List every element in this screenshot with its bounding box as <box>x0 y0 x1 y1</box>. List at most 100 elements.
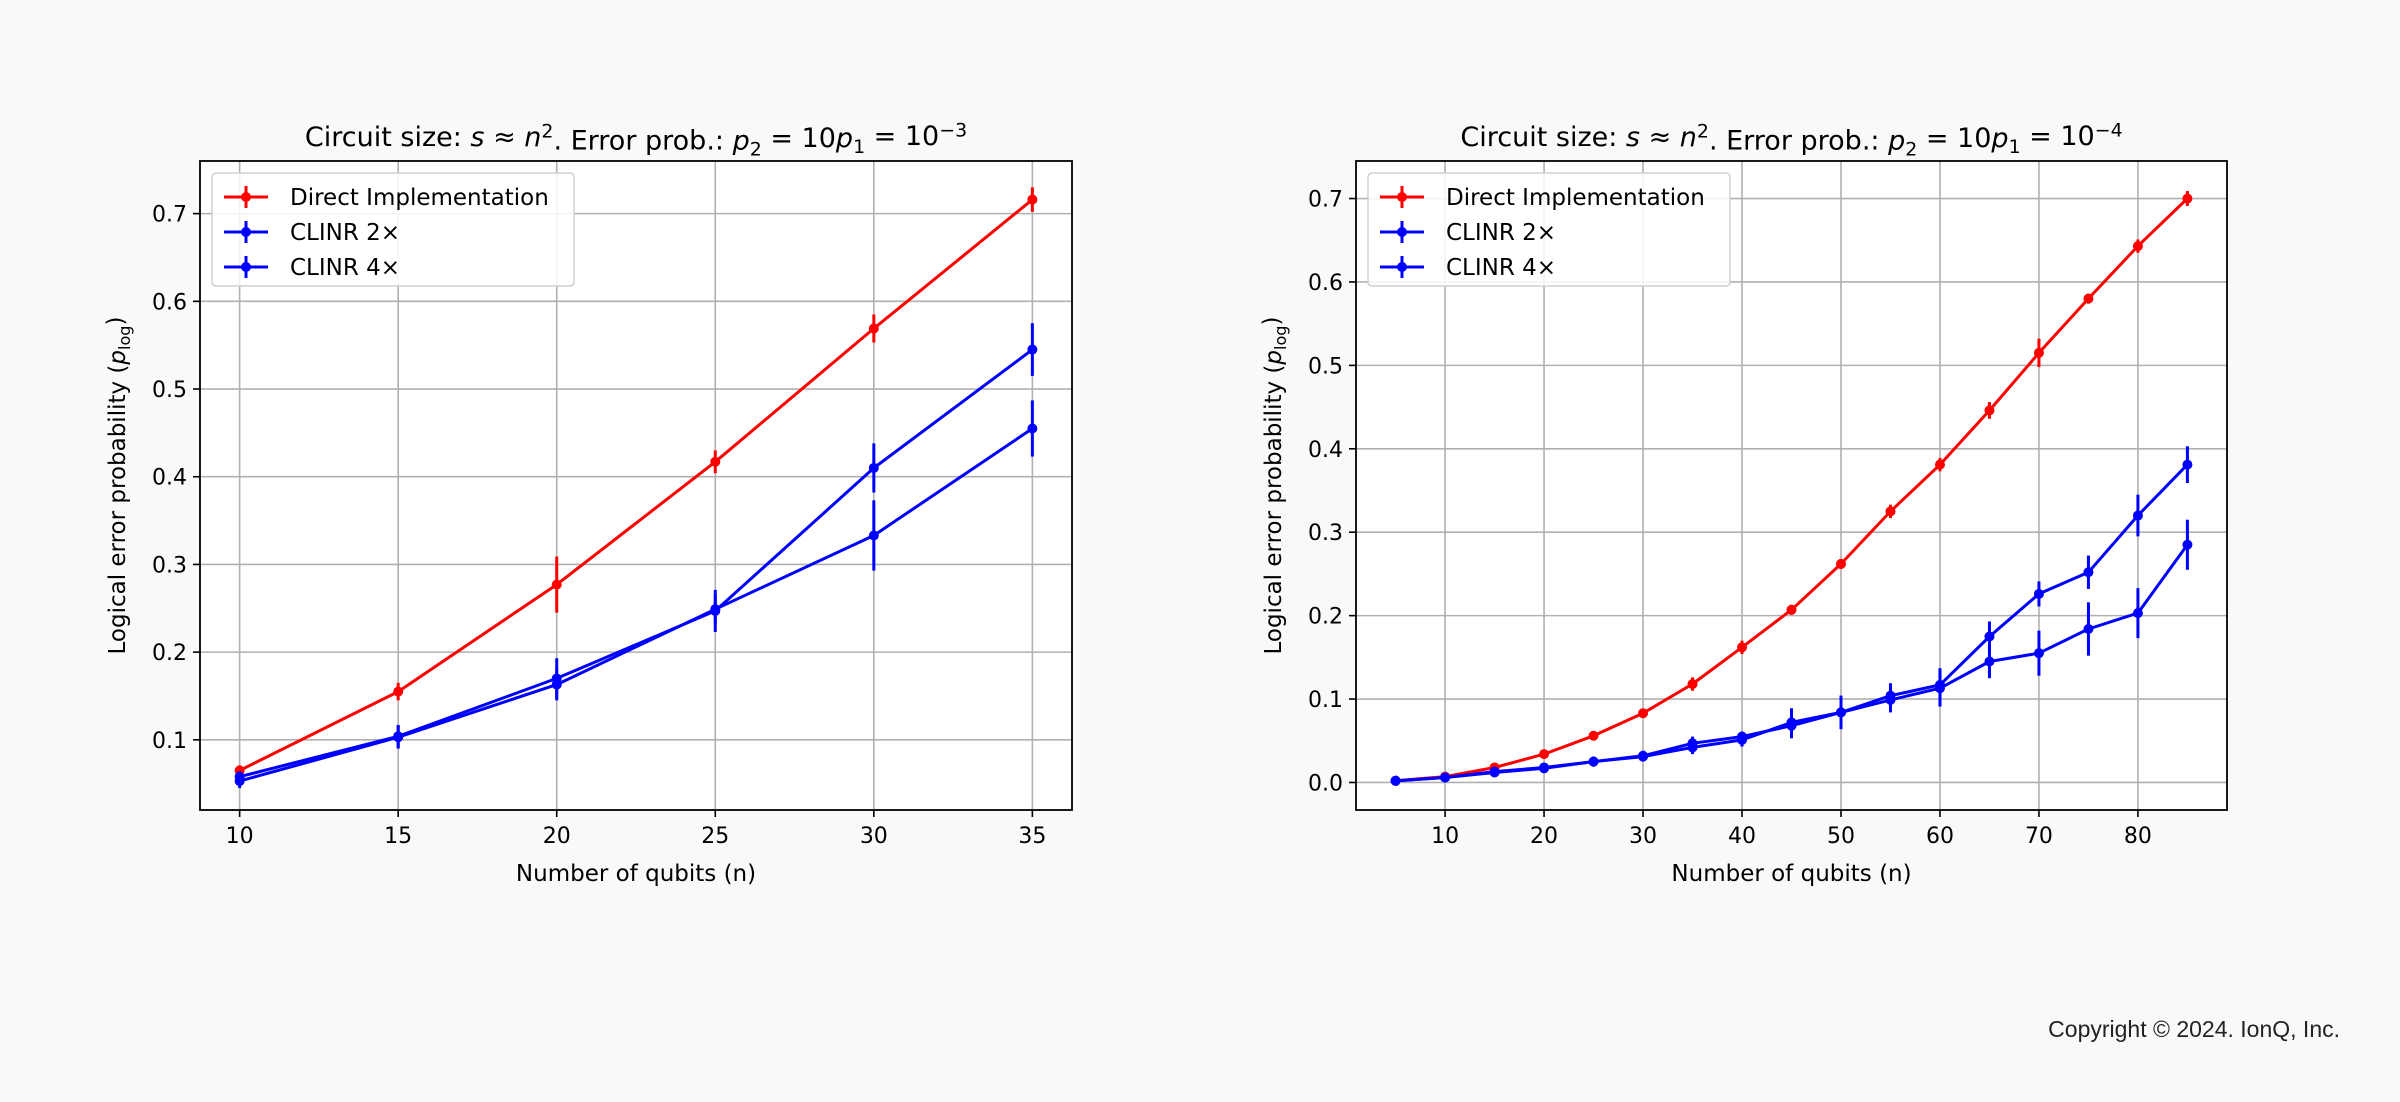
axes-frame <box>1355 160 2228 811</box>
series-line <box>238 198 1034 772</box>
data-point <box>1638 751 1649 762</box>
y-tick-label: 0.2 <box>1308 605 1343 630</box>
data-point <box>1588 730 1599 741</box>
y-tick-label: 0.1 <box>152 729 187 754</box>
y-tick-label: 0.6 <box>152 290 187 315</box>
x-tick-label: 10 <box>1431 824 1459 849</box>
data-point <box>2033 347 2044 358</box>
data-point <box>2182 459 2193 470</box>
legend-box <box>211 172 575 287</box>
y-tick-label: 0.5 <box>1308 354 1343 379</box>
y-tick-label: 0.3 <box>152 553 187 578</box>
series-line <box>239 427 1034 783</box>
chart-title: Circuit size: s ≈ n2. Error prob.: p2 = … <box>305 119 967 160</box>
y-tick-label: 0.2 <box>152 641 187 666</box>
legend-label: Direct Implementation <box>290 185 549 211</box>
series-1 <box>1390 191 2193 786</box>
y-tick-label: 0.6 <box>1308 271 1343 296</box>
data-point <box>1885 506 1896 517</box>
legend-marker <box>241 262 251 272</box>
x-tick-label: 35 <box>1018 824 1046 849</box>
data-point <box>710 604 721 615</box>
chart-title: Circuit size: s ≈ n2. Error prob.: p2 = … <box>1460 119 2122 160</box>
x-tick-label: 70 <box>2025 824 2053 849</box>
data-point <box>2083 293 2094 304</box>
legend-label: Direct Implementation <box>1446 185 1705 211</box>
chart-1: 10 15 20 25 30 35 0.1 0.2 0.3 0.4 0.5 0.6 0.7 Direct … <box>103 119 1073 887</box>
data-point <box>1984 631 1995 642</box>
x-tick-label: 10 <box>226 824 254 849</box>
y-tick-label: 0.0 <box>1308 771 1343 796</box>
data-point <box>2083 623 2094 634</box>
data-point <box>868 530 879 541</box>
legend-marker <box>1397 192 1407 202</box>
data-point <box>1786 604 1797 615</box>
data-point <box>1539 749 1550 760</box>
legend-label: CLINR 4× <box>1446 255 1556 281</box>
x-tick-label: 50 <box>1827 824 1855 849</box>
data-point <box>551 679 562 690</box>
data-point <box>2132 608 2143 619</box>
data-point <box>868 462 879 473</box>
data-point <box>1687 742 1698 753</box>
x-tick-label: 40 <box>1728 824 1756 849</box>
x-axis-label: Number of qubits (n) <box>516 861 756 887</box>
x-tick-label: 15 <box>384 824 412 849</box>
data-point <box>234 776 245 787</box>
y-tick-label: 0.4 <box>152 466 187 491</box>
data-point <box>710 456 721 467</box>
legend-box <box>1367 172 1731 287</box>
data-point <box>1835 707 1846 718</box>
series-3 <box>1390 519 2193 786</box>
legend-label: CLINR 2× <box>290 220 400 246</box>
data-point <box>2033 648 2044 659</box>
data-point <box>1489 767 1500 778</box>
data-point <box>1027 423 1038 434</box>
x-tick-label: 25 <box>701 824 729 849</box>
data-point <box>1440 772 1451 783</box>
y-tick-label: 0.3 <box>1308 521 1343 546</box>
data-point <box>1885 694 1896 705</box>
data-point <box>1786 717 1797 728</box>
x-tick-label: 30 <box>860 824 888 849</box>
y-axis-label: Logical error probability (plog) <box>103 316 134 654</box>
y-tick-label: 0.7 <box>1308 188 1343 213</box>
x-axis-label: Number of qubits (n) <box>1671 861 1911 887</box>
copyright-notice: Copyright © 2024. IonQ, Inc. <box>2048 1016 2340 1042</box>
y-axis-label: Logical error probability (plog) <box>1259 316 1290 654</box>
y-tick-label: 0.4 <box>1308 438 1343 463</box>
legend-label: CLINR 4× <box>290 255 400 281</box>
data-point <box>1737 734 1748 745</box>
data-point <box>2132 241 2143 252</box>
data-point <box>1390 775 1401 786</box>
data-point <box>1737 642 1748 653</box>
data-point <box>1687 679 1698 690</box>
data-point <box>1027 344 1038 355</box>
legend-marker <box>1397 262 1407 272</box>
legend-marker <box>1397 227 1407 237</box>
axes-frame <box>199 160 1073 811</box>
series-3 <box>234 400 1038 789</box>
data-point <box>2083 567 2094 578</box>
series-1 <box>234 187 1038 776</box>
data-point <box>868 323 879 334</box>
chart-2: 10 20 30 40 50 60 70 80 0.0 0.1 0.2 0.3 0.4 0.5 0.6 0.7… <box>1259 119 2228 887</box>
data-point <box>2132 510 2143 521</box>
data-point <box>2033 588 2044 599</box>
data-point <box>1638 708 1649 719</box>
y-tick-label: 0.7 <box>152 203 187 228</box>
data-point <box>1588 756 1599 767</box>
data-point <box>2182 539 2193 550</box>
x-tick-label: 20 <box>1530 824 1558 849</box>
legend: Direct Implementation CLINR 2× CLINR 4× <box>1367 172 1731 287</box>
data-point <box>2182 193 2193 204</box>
data-point <box>1027 194 1038 205</box>
x-tick-label: 80 <box>2124 824 2152 849</box>
data-point <box>1539 763 1550 774</box>
x-tick-label: 30 <box>1629 824 1657 849</box>
data-point <box>551 579 562 590</box>
x-tick-label: 20 <box>543 824 571 849</box>
legend-label: CLINR 2× <box>1446 220 1556 246</box>
data-point <box>1934 459 1945 470</box>
